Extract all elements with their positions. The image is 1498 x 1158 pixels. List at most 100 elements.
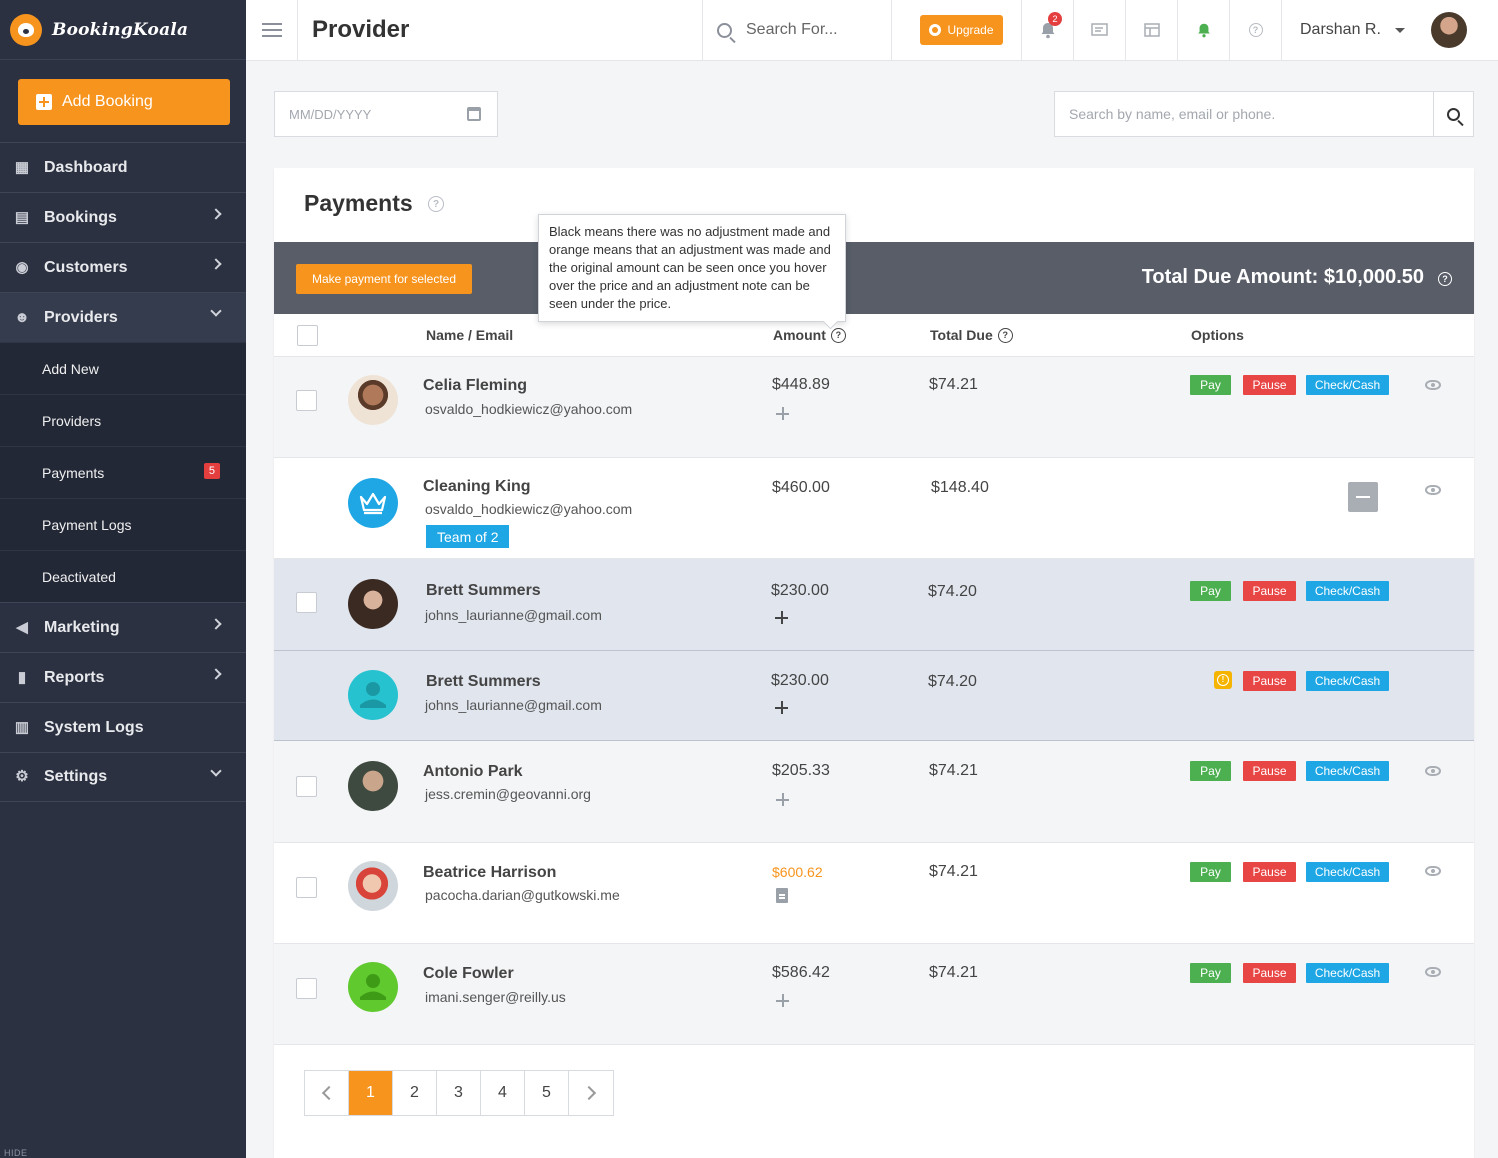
add-adjustment-icon[interactable]	[776, 793, 789, 806]
table-row: Cole Fowler imani.senger@reilly.us $586.…	[274, 944, 1474, 1045]
eye-icon[interactable]	[1425, 866, 1441, 876]
notification-badge: 2	[1048, 12, 1062, 26]
eye-icon[interactable]	[1425, 967, 1441, 977]
gear-icon: ⚙	[15, 768, 29, 785]
avatar	[1430, 12, 1467, 48]
date-filter-input[interactable]: MM/DD/YYYY	[274, 91, 498, 137]
make-payment-selected-button[interactable]: Make payment for selected	[296, 264, 472, 294]
collapse-team-button[interactable]	[1348, 482, 1378, 512]
sidebar-subitem-label: Deactivated	[42, 568, 116, 585]
check-cash-button[interactable]: Check/Cash	[1306, 761, 1389, 781]
sidebar-item-reports[interactable]: ▮ Reports	[0, 652, 246, 702]
customer-icon: ◉	[15, 258, 29, 276]
pause-button[interactable]: Pause	[1243, 761, 1296, 781]
help-button[interactable]: ?	[1229, 0, 1281, 60]
amount-value[interactable]: $586.42	[772, 964, 830, 981]
check-cash-button[interactable]: Check/Cash	[1306, 862, 1389, 882]
pay-button[interactable]: Pay	[1190, 581, 1231, 601]
warning-icon[interactable]: !	[1214, 671, 1232, 689]
add-adjustment-icon[interactable]	[775, 701, 788, 714]
alerts-button[interactable]	[1177, 0, 1229, 60]
sidebar-item-marketing[interactable]: ◀ Marketing	[0, 602, 246, 652]
help-icon[interactable]: ?	[1438, 272, 1452, 286]
pause-button[interactable]: Pause	[1243, 581, 1296, 601]
amount-value[interactable]: $448.89	[772, 376, 830, 393]
sidebar-subitem-providers[interactable]: Providers	[0, 394, 246, 446]
sidebar-subitem-payment-logs[interactable]: Payment Logs	[0, 498, 246, 550]
sidebar-subitem-deactivated[interactable]: Deactivated	[0, 550, 246, 602]
sidebar-subitem-payments[interactable]: Payments 5	[0, 446, 246, 498]
avatar	[348, 478, 398, 528]
global-search[interactable]: Search For...	[702, 0, 892, 60]
add-adjustment-icon[interactable]	[776, 407, 789, 420]
calendar-shortcut-button[interactable]	[1125, 0, 1177, 60]
hide-sidebar-link[interactable]: HIDE	[4, 1148, 28, 1158]
help-icon[interactable]: ?	[428, 196, 444, 212]
pause-button[interactable]: Pause	[1243, 862, 1296, 882]
provider-search-input[interactable]: Search by name, email or phone.	[1054, 91, 1474, 137]
page-button-3[interactable]: 3	[437, 1071, 481, 1115]
sidebar-item-dashboard[interactable]: ▦ Dashboard	[0, 142, 246, 192]
global-search-placeholder: Search For...	[746, 21, 838, 38]
sidebar-subitem-add-new[interactable]: Add New	[0, 342, 246, 394]
notifications-button[interactable]: 2	[1021, 0, 1073, 60]
check-cash-button[interactable]: Check/Cash	[1306, 671, 1389, 691]
add-booking-label: Add Booking	[62, 93, 153, 110]
brand-name: BookingKoala	[52, 19, 189, 40]
amount-value[interactable]: $230.00	[771, 672, 829, 689]
sidebar: BookingKoala Add Booking ▦ Dashboard ▤ B…	[0, 0, 246, 1158]
amount-value[interactable]: $230.00	[771, 582, 829, 599]
row-checkbox[interactable]	[296, 877, 317, 898]
sidebar-item-bookings[interactable]: ▤ Bookings	[0, 192, 246, 242]
pause-button[interactable]: Pause	[1243, 963, 1296, 983]
logo[interactable]: BookingKoala	[0, 0, 246, 60]
prev-page-button[interactable]	[305, 1071, 349, 1115]
check-cash-button[interactable]: Check/Cash	[1306, 581, 1389, 601]
amount-value[interactable]: $205.33	[772, 762, 830, 779]
sidebar-item-system-logs[interactable]: ▥ System Logs	[0, 702, 246, 752]
pay-button[interactable]: Pay	[1190, 862, 1231, 882]
sidebar-item-providers[interactable]: ☻ Providers	[0, 292, 246, 342]
bookings-icon: ▤	[14, 208, 30, 226]
row-checkbox[interactable]	[296, 592, 317, 613]
help-icon[interactable]: ?	[830, 327, 846, 343]
page-button-5[interactable]: 5	[525, 1071, 569, 1115]
pay-button[interactable]: Pay	[1190, 963, 1231, 983]
page-button-1[interactable]: 1	[349, 1071, 393, 1115]
next-page-button[interactable]	[569, 1071, 613, 1115]
eye-icon[interactable]	[1425, 380, 1441, 390]
bookings-shortcut-button[interactable]	[1073, 0, 1125, 60]
row-checkbox[interactable]	[296, 978, 317, 999]
adjusted-amount-value[interactable]: $600.62	[772, 864, 823, 880]
pause-button[interactable]: Pause	[1243, 671, 1296, 691]
sidebar-item-customers[interactable]: ◉ Customers	[0, 242, 246, 292]
row-checkbox[interactable]	[296, 390, 317, 411]
row-checkbox[interactable]	[296, 776, 317, 797]
page-button-4[interactable]: 4	[481, 1071, 525, 1115]
eye-icon[interactable]	[1425, 485, 1441, 495]
sidebar-subitem-label: Add New	[42, 360, 99, 377]
upgrade-button[interactable]: Upgrade	[920, 15, 1003, 45]
payments-title: Payments	[304, 190, 413, 216]
check-cash-button[interactable]: Check/Cash	[1306, 375, 1389, 395]
amount-value[interactable]: $460.00	[772, 479, 830, 496]
eye-icon[interactable]	[1425, 766, 1441, 776]
add-booking-button[interactable]: Add Booking	[18, 79, 230, 125]
clipboard-icon: ▥	[14, 718, 30, 736]
help-icon[interactable]: ?	[997, 327, 1013, 343]
sidebar-item-settings[interactable]: ⚙ Settings	[0, 752, 246, 802]
page-button-2[interactable]: 2	[393, 1071, 437, 1115]
pay-button[interactable]: Pay	[1190, 761, 1231, 781]
pay-button[interactable]: Pay	[1190, 375, 1231, 395]
payments-card: Payments ? Make payment for selected Tot…	[274, 168, 1474, 1158]
add-adjustment-icon[interactable]	[776, 994, 789, 1007]
check-cash-button[interactable]: Check/Cash	[1306, 963, 1389, 983]
add-adjustment-icon[interactable]	[775, 611, 788, 624]
user-menu[interactable]: Darshan R.	[1281, 0, 1481, 60]
search-button[interactable]	[1433, 92, 1473, 136]
chevron-right-icon	[210, 208, 222, 220]
pause-button[interactable]: Pause	[1243, 375, 1296, 395]
select-all-checkbox[interactable]	[297, 325, 318, 346]
menu-toggle-icon[interactable]	[246, 0, 298, 60]
adjustment-note-icon[interactable]	[776, 888, 788, 903]
